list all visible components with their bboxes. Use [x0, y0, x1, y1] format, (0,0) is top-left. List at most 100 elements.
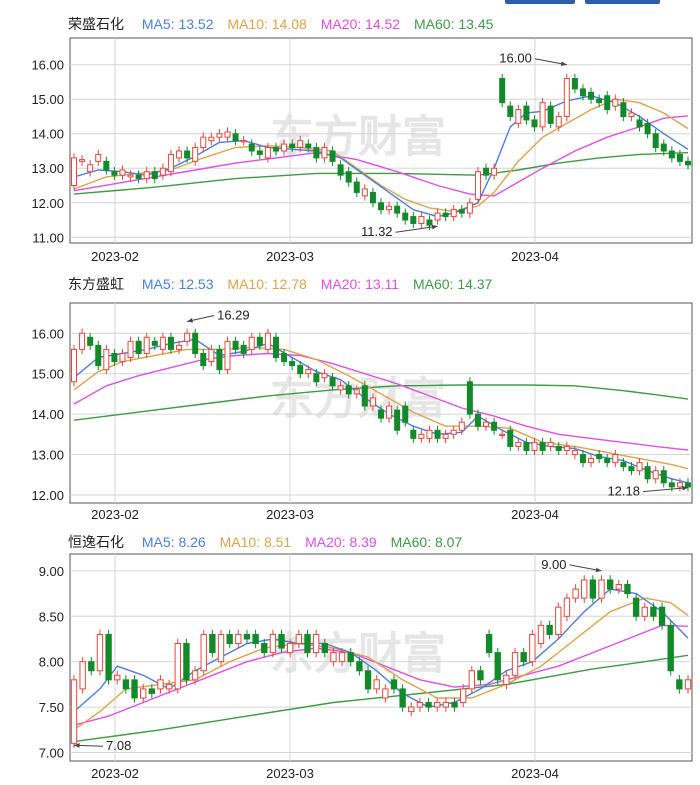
candle-body-down — [523, 105, 530, 121]
candle — [369, 187, 376, 208]
candle — [297, 361, 304, 379]
candle — [261, 638, 268, 658]
candle-body-up — [140, 688, 147, 699]
candle-body-up — [240, 140, 247, 143]
candle-body-down — [243, 633, 251, 640]
candle-body-down — [451, 702, 458, 708]
candle-body-up — [167, 153, 174, 173]
candle-body-up — [547, 441, 554, 447]
candle — [658, 602, 666, 631]
candle-body-up — [636, 462, 643, 472]
candle — [240, 135, 247, 146]
candle — [148, 684, 156, 699]
candle — [226, 629, 233, 649]
candle — [281, 139, 288, 156]
candle — [313, 369, 320, 387]
candle-body-down — [555, 445, 562, 451]
candle-body-up — [119, 352, 126, 363]
candle-body-up — [127, 340, 134, 359]
candle-body-up — [442, 702, 450, 708]
candlestick-chart-1[interactable]: 东方财富 16.00 15.00 14.00 13.00 12.00 11.00 2023-0… — [0, 14, 700, 264]
candle — [507, 101, 514, 122]
legend-ma20: MA20: 14.52 — [320, 16, 401, 32]
candle — [289, 356, 296, 371]
candle-body-down — [402, 405, 409, 423]
candle-body-up — [563, 78, 570, 117]
annotation-label: 12.18 — [607, 484, 640, 499]
candle — [466, 377, 473, 419]
y-tick-label: 15.00 — [31, 367, 64, 382]
candle — [353, 385, 360, 399]
candle-body-up — [529, 633, 536, 663]
candle — [347, 647, 354, 667]
candle — [589, 575, 597, 603]
top-tab-left[interactable] — [505, 0, 575, 4]
candle-body-up — [224, 340, 231, 371]
chart-panel-3: 恒逸石化 MA5: 8.26 MA10: 8.51 MA20: 8.39 MA6… — [0, 532, 700, 785]
candle — [184, 146, 191, 163]
candle-body-up — [295, 633, 303, 645]
candle — [96, 629, 104, 676]
candle-body-down — [103, 160, 110, 171]
candle-body-up — [434, 212, 441, 221]
candle — [135, 336, 142, 359]
candle — [329, 146, 336, 167]
candle — [563, 593, 571, 622]
candle — [192, 142, 199, 167]
candle — [321, 142, 328, 163]
candlestick-chart-2[interactable]: 东方财富 16.00 15.00 14.00 13.00 12.00 2023-02 2023… — [0, 274, 700, 524]
y-tick-label: 7.50 — [39, 700, 64, 715]
legend-3: 恒逸石化 MA5: 8.26 MA10: 8.51 MA20: 8.39 MA6… — [68, 532, 472, 554]
candle-body-down — [95, 344, 102, 367]
candle-body-down — [596, 454, 603, 460]
candle — [184, 328, 191, 346]
candle-body-up — [287, 643, 294, 654]
y-tick-label: 12.00 — [31, 488, 64, 503]
candle-body-up — [373, 679, 380, 690]
candle — [235, 629, 242, 649]
top-tab-right[interactable] — [585, 0, 660, 4]
candle — [305, 139, 312, 153]
candle-body-down — [377, 409, 385, 419]
candle-body-down — [369, 191, 376, 204]
candle-body-up — [641, 606, 648, 617]
candle — [537, 620, 545, 649]
candle — [660, 466, 667, 488]
candle — [105, 629, 112, 685]
candle — [127, 170, 134, 182]
candle-body-down — [313, 373, 320, 383]
candle-body-up — [418, 433, 425, 439]
candle-body-up — [450, 429, 457, 435]
candle-body-up — [114, 674, 121, 681]
candle-body-up — [269, 633, 277, 654]
candle — [434, 425, 441, 443]
candle-body-up — [174, 643, 181, 690]
candle-body-down — [240, 344, 247, 354]
y-tick-label: 12.00 — [31, 196, 64, 211]
candle — [588, 87, 595, 104]
candle-body-down — [135, 340, 142, 354]
candle-body-up — [676, 482, 683, 488]
candle — [119, 348, 126, 367]
candle-body-down — [394, 409, 401, 431]
candle-body-down — [425, 702, 432, 708]
y-tick-label: 16.00 — [31, 58, 64, 73]
candle-body-up — [563, 445, 570, 451]
candle-body-up — [87, 164, 94, 173]
candle — [79, 656, 86, 694]
candle-body-down — [402, 212, 409, 221]
candle — [494, 647, 501, 685]
candle — [70, 153, 78, 191]
annotation-label: 7.08 — [106, 738, 131, 753]
candle — [641, 602, 648, 622]
candle-body-down — [399, 688, 406, 708]
candle — [337, 381, 344, 395]
candle-body-down — [588, 91, 595, 100]
candle — [402, 208, 409, 225]
candle — [676, 149, 683, 167]
annotation-arrowhead — [595, 567, 602, 573]
candle — [499, 73, 506, 108]
candle-body-up — [70, 679, 78, 744]
candle — [312, 629, 320, 658]
